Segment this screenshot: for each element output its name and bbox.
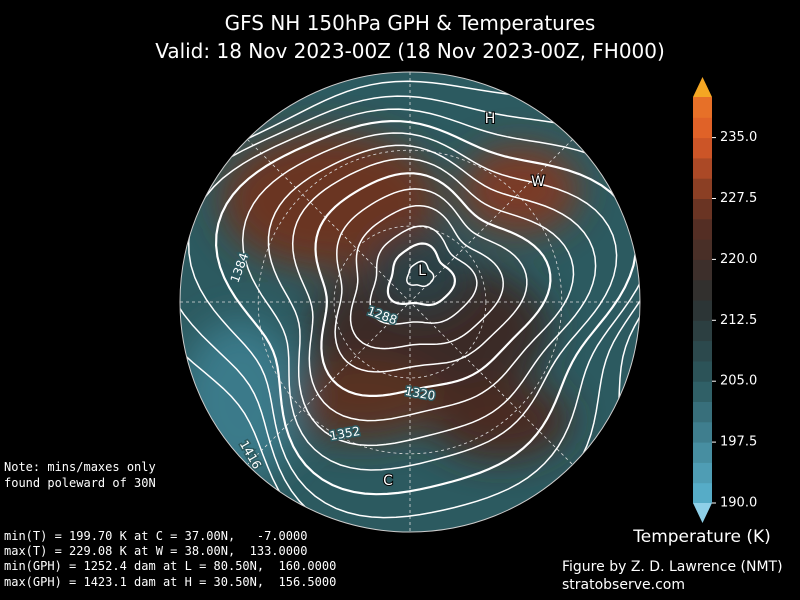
contour-label: 1320 — [404, 384, 437, 403]
colorbar-segment — [693, 239, 712, 260]
colorbar-segment — [693, 360, 712, 382]
extremum-marker: H — [485, 111, 496, 127]
gph-contour — [214, 119, 638, 496]
colorbar-segment — [693, 300, 712, 321]
colorbar-tick-label: 212.5 — [720, 313, 757, 328]
extremum-marker: C — [383, 473, 393, 489]
colorbar: 190.0 197.5 205.0 212.5 220.0 227.5 235.0 — [693, 77, 757, 523]
note-line: found poleward of 30N — [4, 476, 156, 490]
colorbar-label: Temperature (K) — [632, 527, 771, 547]
colorbar-segment — [693, 442, 712, 463]
gph-contour — [334, 188, 528, 373]
title-line-2: Valid: 18 Nov 2023-00Z (18 Nov 2023-00Z,… — [155, 39, 665, 63]
title-line-1: GFS NH 150hPa GPH & Temperatures — [225, 11, 596, 35]
colorbar-segment — [693, 157, 712, 179]
latitude-circle — [333, 225, 487, 379]
credit-line: Figure by Z. D. Lawrence (NMT) — [562, 559, 783, 575]
stats-line: min(T) = 199.70 K at C = 37.00N, -7.0000 — [4, 529, 307, 543]
colorbar-segment — [693, 381, 712, 402]
stats-line: max(T) = 229.08 K at W = 38.00N, 133.000… — [4, 544, 307, 558]
gph-contour — [314, 172, 552, 397]
gph-contour — [241, 132, 618, 471]
colorbar-tick-label: 197.5 — [720, 435, 757, 450]
colorbar-tick-label: 227.5 — [720, 191, 757, 206]
colorbar-extension-top — [693, 77, 712, 97]
contour-label: 1352 — [329, 424, 362, 443]
colorbar-segment — [693, 97, 712, 118]
colorbar-segment — [693, 279, 712, 301]
map-border — [179, 71, 641, 533]
colorbar-segment — [693, 218, 712, 240]
colorbar-tick-label: 220.0 — [720, 252, 757, 267]
gph-contour — [406, 260, 435, 288]
gph-contour — [267, 144, 597, 447]
colorbar-tick-label: 205.0 — [720, 374, 757, 389]
colorbar-segment — [693, 117, 712, 139]
note-line: Note: mins/maxes only — [4, 460, 156, 474]
colorbar-segment — [693, 320, 712, 342]
colorbar-segment — [693, 482, 712, 504]
colorbar-segment — [693, 198, 712, 220]
extremum-marker: L — [418, 263, 426, 279]
stats-line: max(GPH) = 1423.1 dam at H = 30.50N, 156… — [4, 575, 336, 589]
colorbar-segment — [693, 178, 712, 199]
colorbar-segment — [693, 137, 712, 159]
colorbar-segment — [693, 421, 712, 443]
colorbar-extension-bottom — [693, 503, 712, 523]
extremum-marker: W — [531, 174, 545, 190]
colorbar-tick-label: 190.0 — [720, 496, 757, 511]
gph-contour — [369, 225, 478, 325]
meridian — [247, 139, 573, 465]
gph-contour — [187, 108, 640, 519]
colorbar-segment — [693, 259, 712, 281]
gph-contour — [386, 242, 457, 307]
colorbar-segment — [693, 340, 712, 362]
colorbar-segment — [693, 462, 712, 484]
gph-contour — [291, 157, 575, 422]
colorbar-segment — [693, 401, 712, 423]
credit-line: stratobserve.com — [562, 577, 685, 593]
stats-line: min(GPH) = 1252.4 dam at L = 80.50N, 160… — [4, 559, 336, 573]
gph-contour — [349, 204, 504, 350]
colorbar-tick-label: 235.0 — [720, 130, 757, 145]
